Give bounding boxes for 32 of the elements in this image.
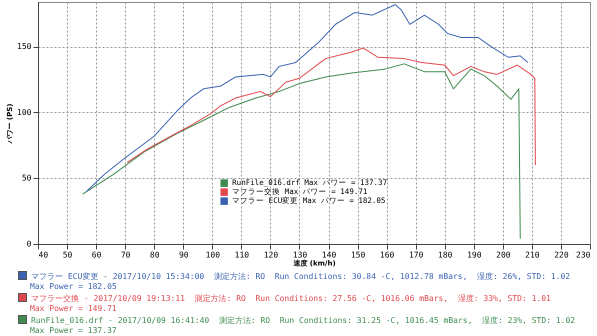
x-tick-label: 40 <box>38 250 48 260</box>
x-tick-label: 210 <box>525 250 540 260</box>
text: RunFile_016.drf - 2017/10/09 16:41:40 測定方法: RO Run Conditions: 31.25 -C, 1016.45 mBars, 湿度: 23%, STD: 1.02 <box>30 314 576 326</box>
x-tick-label: 160 <box>380 250 395 260</box>
x-tick-label: 190 <box>467 250 482 260</box>
x-tick-label: 70 <box>120 250 131 260</box>
x-tick-label: 90 <box>178 250 189 260</box>
x-tick-label: 140 <box>322 250 336 260</box>
x-tick-label: 60 <box>92 250 102 260</box>
y-tick-label: 100 <box>17 108 32 117</box>
text: Max Power = 182.05 <box>29 282 118 293</box>
line-series <box>82 63 521 240</box>
text: マフラー交換 - 2017/10/09 19:13:11 測定方法: RO Run Conditions: 27.56 -C, 1016.06 mBars, 湿度: 33%, STD: 1.01 <box>30 292 552 304</box>
x-tick-label: 50 <box>62 250 73 260</box>
x-tick-label: 200 <box>496 250 511 260</box>
y-tick-label: 150 <box>17 42 32 52</box>
text: Max Power = 137.37 <box>29 326 118 336</box>
x-tick-label: 180 <box>438 250 453 260</box>
x-tick-label: 100 <box>206 250 220 260</box>
y-tick-label: 50 <box>22 174 32 183</box>
y-tick-label: 0 <box>26 240 32 248</box>
x-tick-label: 170 <box>408 250 424 260</box>
text: Max Power = 149.71 <box>29 304 118 315</box>
x-tick-label: 120 <box>264 250 278 260</box>
x-tick-label: 220 <box>554 250 569 260</box>
x-tick-label: 110 <box>234 250 250 260</box>
line-series <box>126 48 536 166</box>
x-tick-label: 130 <box>292 250 308 260</box>
x-tick-label: 230 <box>576 250 591 260</box>
x-tick-label: 150 <box>350 250 366 260</box>
x-tick-label: 80 <box>150 250 160 260</box>
text: マフラー ECU変更 - 2017/10/10 15:34:00 測定方法: RO Run Conditions: 30.84 -C, 1012.78 mBars, 湿度: 26%, STD: 1.02 <box>30 271 572 282</box>
